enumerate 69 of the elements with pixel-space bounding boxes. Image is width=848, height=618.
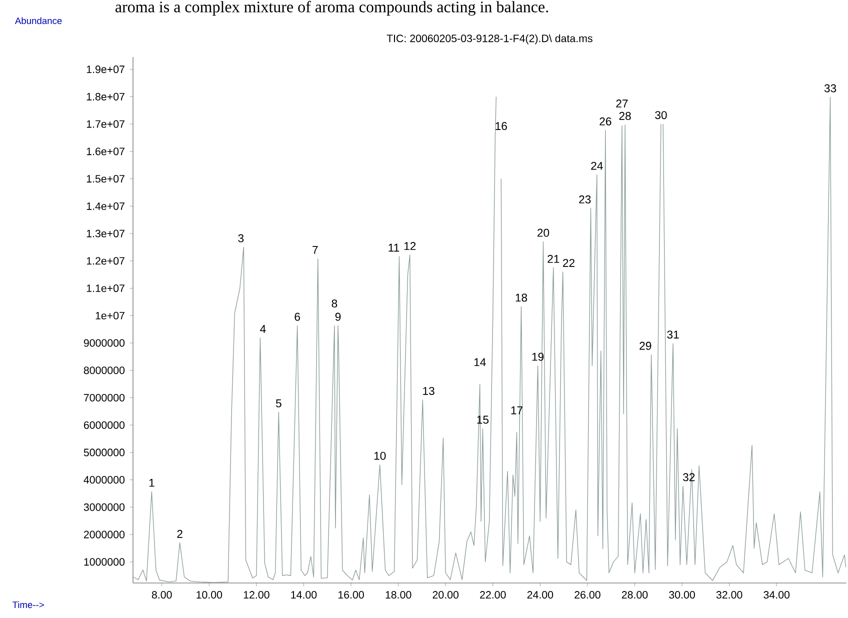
annotation: 1 [149,478,154,487]
annotation: 33 [824,84,836,92]
y-tick-label: 5000000 [84,448,125,456]
annotation: 28 [619,112,631,120]
y-tick-label: 2000000 [84,530,125,538]
annotation: 22 [563,258,574,267]
annotation: 8 [332,299,338,308]
annotation: 6 [294,312,300,321]
y-tick-label: 6000000 [84,421,125,429]
annotation: 24 [591,162,603,170]
annotation: 9 [335,312,341,321]
x-tick-label: 30.00 [669,591,695,599]
annotation: 30 [655,111,667,120]
y-tick-label: 1.5e+07 [86,175,124,183]
x-tick-label: 18.00 [386,591,412,599]
y-tick-label: 1.3e+07 [86,230,124,238]
annotation: 13 [423,386,434,395]
text: aroma is a complex mixture of aroma compounds acting in balance. [116,0,548,16]
annotation: 7 [312,246,318,254]
y-tick-label: 1.8e+07 [86,92,124,100]
annotation: 32 [683,473,695,482]
annotation: 26 [600,117,612,126]
x-tick-label: 32.00 [716,591,742,599]
x-tick-label: 10.00 [196,591,222,599]
annotation: 15 [477,416,489,424]
y-tick-label: 8000000 [84,366,125,374]
annotation: 3 [238,234,244,242]
y-tick-label: 4000000 [84,476,125,484]
annotation: 20 [537,228,550,237]
annotation: 12 [404,242,416,250]
annotation: 29 [640,342,652,350]
annotation: 5 [276,399,282,408]
y-tick-label: 9000000 [84,339,125,347]
y-tick-label: 1000000 [84,558,125,566]
annotation: 2 [177,530,182,538]
y-tick-label: 1e+07 [96,312,124,320]
x-tick-label: 8.00 [152,591,172,599]
x-tick-label: 16.00 [338,591,364,599]
y-tick-label: 1.7e+07 [86,120,124,128]
x-tick-label: 28.00 [622,591,648,599]
annotation: 27 [616,100,628,108]
y-tick-label: 1.1e+07 [86,284,124,292]
x-tick-label: 26.00 [574,591,600,599]
y-tick-label: 7000000 [84,394,125,402]
y-tick-label: 1.2e+07 [86,257,124,265]
annotation: 23 [579,195,591,204]
y-axis-title: Abundance [14,17,62,24]
x-tick-label: 24.00 [527,591,554,599]
y-tick-label: 1.9e+07 [86,66,124,74]
y-tick-label: 1.6e+07 [86,148,124,156]
annotation: 14 [474,358,486,366]
x-tick-label: 12.00 [244,591,270,599]
x-tick-label: 34.00 [764,591,790,599]
annotation: 16 [496,122,507,130]
annotation: 19 [532,352,544,361]
y-tick-label: 1.4e+07 [86,202,124,210]
annotation: 4 [260,325,266,333]
x-tick-label: 22.00 [480,591,506,599]
x-tick-label: 14.00 [291,591,317,599]
annotation: 17 [511,406,522,414]
x-tick-label: 20.00 [432,591,459,599]
annotation: 11 [388,244,400,252]
annotation: 21 [548,254,560,263]
annotation: 18 [516,294,528,302]
annotation: 10 [374,452,386,460]
x-axis-title: Time--> [12,601,44,608]
annotation: 31 [667,330,679,339]
y-tick-label: 3000000 [84,503,125,511]
chart-title: TIC: 20060205-03-9128-1-F4(2).D\ data.ms [386,34,592,44]
